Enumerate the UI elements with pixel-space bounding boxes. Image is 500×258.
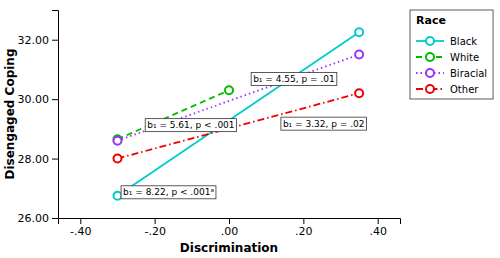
annotation: b₁ = 5.61, p < .001 <box>145 119 236 132</box>
x-axis: -.40 -.20 .00 .20 .40 <box>59 218 401 238</box>
series-marker <box>355 51 363 59</box>
y-tick: 30.00 <box>18 93 59 106</box>
y-axis-line <box>52 11 59 219</box>
y-tick-label: 28.00 <box>18 153 50 166</box>
x-tick-mark <box>80 218 81 224</box>
x-tick-label: .00 <box>221 225 239 238</box>
annotation-box <box>121 186 216 199</box>
series-marker <box>113 137 121 145</box>
y-tick-mark <box>52 159 58 160</box>
x-tick: .20 <box>295 218 313 238</box>
legend-frame <box>410 10 493 99</box>
legend-label: Black <box>450 36 477 47</box>
plot-area: -.40 -.20 .00 .20 .40 26.00 28.00 30.00 32.00 b₁ … <box>18 11 401 238</box>
annotation: b₁ = 4.55, p = .01 <box>251 73 337 86</box>
annotation: b₁ = 3.32, p = .02 <box>281 117 367 130</box>
y-tick-label: 26.00 <box>18 212 50 225</box>
annotation-box <box>145 119 236 132</box>
y-tick-mark <box>52 218 58 219</box>
series-marker <box>355 28 363 36</box>
legend-item: Other <box>416 84 479 95</box>
y-tick-label: 30.00 <box>18 93 50 106</box>
legend-label: Biracial <box>450 68 487 79</box>
legend-marker <box>426 85 434 93</box>
annotation-box <box>251 73 337 86</box>
y-tick: 28.00 <box>18 153 59 166</box>
legend-marker <box>426 69 434 77</box>
annotations: b₁ = 8.22, p < .001ᵃ b₁ = 5.61, p < .001 b… <box>121 73 366 199</box>
legend-item: Biracial <box>416 68 487 79</box>
annotation-text: b₁ = 8.22, p < .001ᵃ <box>123 187 214 197</box>
legend-marker <box>426 53 434 61</box>
legend-title: Race <box>416 14 446 27</box>
legend-marker <box>426 37 434 45</box>
x-tick-label: -.40 <box>70 225 91 238</box>
x-tick-label: .40 <box>369 225 387 238</box>
x-tick: -.20 <box>144 218 165 238</box>
y-tick-label: 32.00 <box>18 34 50 47</box>
legend-item: White <box>416 52 479 63</box>
legend-label: Other <box>450 84 479 95</box>
y-tick: 26.00 <box>18 212 59 225</box>
y-axis-title: Disengaged Coping <box>3 49 17 180</box>
x-tick-label: -.20 <box>144 225 165 238</box>
series-marker <box>225 86 233 94</box>
y-tick-mark <box>52 99 58 100</box>
series-line <box>117 32 359 195</box>
annotation-box <box>281 117 367 130</box>
x-tick: -.40 <box>70 218 91 238</box>
y-tick-mark <box>52 40 58 41</box>
series-marker <box>355 89 363 97</box>
x-tick-mark <box>378 218 379 224</box>
legend: Race Black White Biracial Other <box>410 10 493 99</box>
x-axis-line <box>59 219 401 225</box>
annotation: b₁ = 8.22, p < .001ᵃ <box>121 186 216 199</box>
series-marker <box>113 192 121 200</box>
y-axis: 26.00 28.00 30.00 32.00 <box>18 11 59 226</box>
x-tick: .00 <box>221 218 239 238</box>
annotation-text: b₁ = 3.32, p = .02 <box>283 119 365 129</box>
series-marker <box>113 155 121 163</box>
chart: -.40 -.20 .00 .20 .40 26.00 28.00 30.00 32.00 b₁ … <box>0 0 500 258</box>
annotation-text: b₁ = 4.55, p = .01 <box>253 74 335 84</box>
legend-label: White <box>450 52 479 63</box>
annotation-text: b₁ = 5.61, p < .001 <box>147 120 234 130</box>
x-tick-mark <box>155 218 156 224</box>
x-axis-title: Discrimination <box>180 241 278 255</box>
y-tick: 32.00 <box>18 34 59 47</box>
legend-item: Black <box>416 36 477 47</box>
x-tick-mark <box>303 218 304 224</box>
x-tick: .40 <box>369 218 387 238</box>
series-group <box>113 28 363 199</box>
x-tick-label: .20 <box>295 225 313 238</box>
x-tick-mark <box>229 218 230 224</box>
